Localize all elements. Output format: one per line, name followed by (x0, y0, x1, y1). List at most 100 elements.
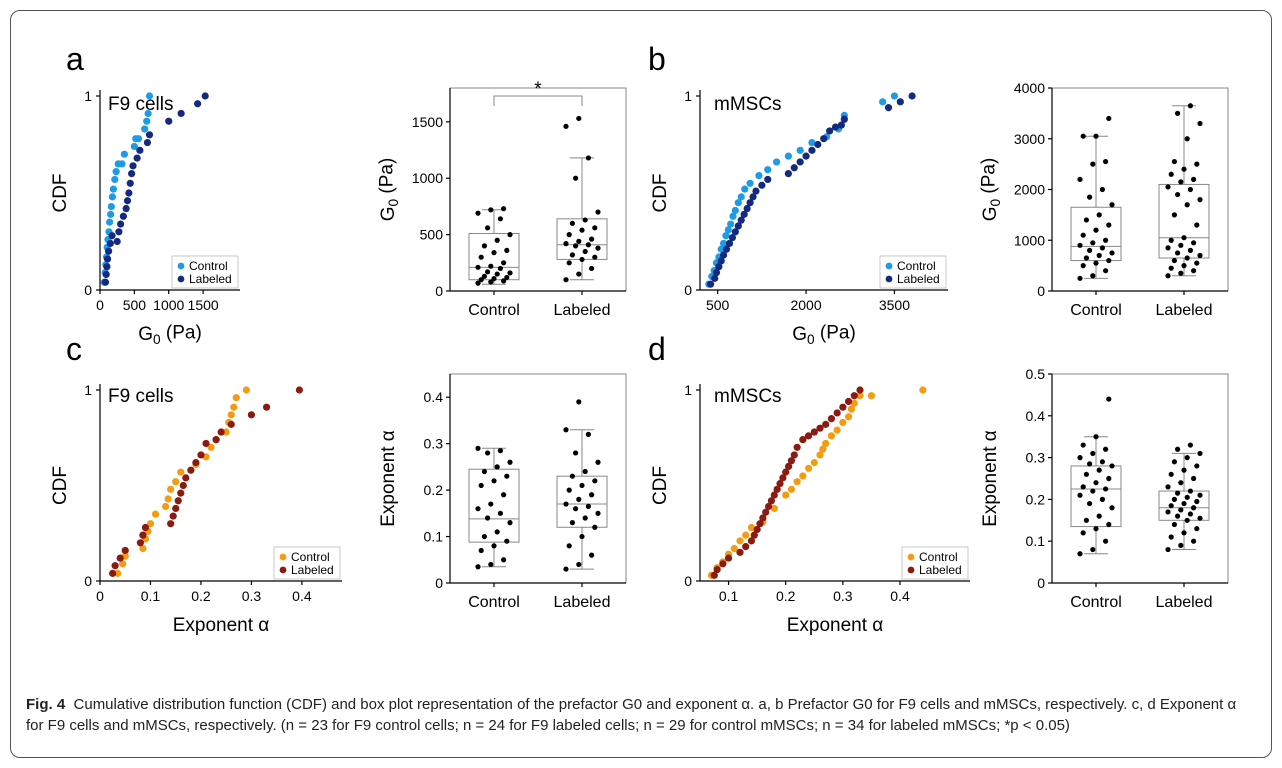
data-point-labeled (827, 415, 836, 423)
y-tick-label: 0 (684, 573, 692, 589)
box-data-point (1191, 475, 1197, 482)
data-point-control (755, 171, 763, 180)
data-point-control (109, 185, 118, 193)
data-point-labeled (810, 428, 818, 436)
box-data-point (576, 238, 582, 244)
box-data-point (1184, 255, 1190, 261)
box-data-point (576, 399, 582, 405)
data-point-control (162, 502, 170, 511)
data-point-control (804, 464, 813, 472)
y-tick-label: 0 (84, 282, 92, 298)
box-data-point (1090, 273, 1096, 279)
box-iqr (556, 218, 608, 260)
data-point-control (793, 478, 801, 486)
box-data-point (1168, 503, 1174, 509)
box-data-point (497, 510, 503, 516)
data-point-labeled (758, 181, 766, 189)
chart-title: mMSCs (714, 94, 782, 115)
x-tick-label: 0.1 (719, 588, 739, 604)
box-data-point (1087, 247, 1093, 253)
box-data-point (566, 260, 572, 266)
box-data-point (1090, 161, 1096, 167)
y-tick-label: 500 (420, 227, 444, 243)
data-point-labeled (116, 554, 124, 562)
box-data-point (595, 209, 601, 215)
legend-marker (279, 566, 287, 574)
box-data-point (504, 473, 510, 479)
legend-entry: Labeled (919, 563, 962, 577)
data-point-labeled (762, 508, 770, 516)
data-point-labeled (136, 539, 144, 547)
box-data-point (1165, 484, 1171, 490)
data-point-labeled (179, 481, 187, 490)
x-tick-label: 0.4 (890, 588, 910, 604)
data-point-labeled (713, 565, 721, 574)
data-point-control (145, 92, 154, 100)
data-point-labeled (839, 403, 847, 411)
data-point-labeled (719, 560, 727, 568)
box-data-point (579, 256, 585, 263)
box-data-point (1171, 521, 1177, 528)
data-point-control (722, 232, 730, 240)
data-point-labeled (172, 504, 180, 513)
data-point-control (724, 226, 732, 234)
data-point-control (717, 245, 725, 253)
y-tick-label: 0 (84, 573, 92, 589)
data-point-control (833, 426, 841, 434)
data-point-labeled (217, 428, 225, 436)
y-tick-label: 1500 (412, 114, 443, 130)
data-point-labeled (820, 135, 828, 143)
y-axis-label: CDF (50, 466, 71, 505)
data-point-control (167, 485, 175, 493)
y-tick-label: 0 (1037, 575, 1045, 591)
box-data-point (507, 232, 513, 238)
data-point-control (810, 458, 818, 467)
box-data-point (494, 237, 500, 243)
data-point-labeled (814, 140, 822, 149)
y-tick-label: 0.4 (424, 389, 444, 405)
box-data-point (1168, 534, 1174, 540)
data-point-labeled (770, 491, 778, 499)
data-point-labeled (125, 189, 133, 197)
category-label: Control (1070, 594, 1122, 611)
box-data-point (1168, 265, 1174, 271)
x-tick-label: 3500 (879, 297, 910, 313)
box-data-point (1175, 513, 1181, 519)
box-data-point (494, 529, 500, 535)
box-data-point (501, 557, 507, 563)
box-data-point (1090, 450, 1096, 457)
data-point-labeled (109, 569, 117, 577)
data-point-labeled (182, 474, 190, 482)
data-point-control (847, 405, 856, 413)
box-data-point (1103, 538, 1109, 544)
plot-frame (449, 87, 627, 292)
box-data-point (485, 225, 491, 231)
box-data-point (1175, 110, 1181, 116)
data-point-labeled (143, 138, 152, 147)
box-data-point (566, 487, 572, 493)
data-point-labeled (128, 170, 136, 178)
legend-marker (177, 262, 185, 270)
box-data-point (475, 264, 481, 270)
data-point-labeled (808, 146, 816, 154)
box-data-point (1109, 202, 1115, 208)
box-data-point (563, 123, 569, 129)
box-data-point (491, 250, 497, 256)
box-data-point (1184, 517, 1190, 523)
box-data-point (1168, 237, 1174, 243)
chart-a-box: 0 500 1000 1500 Control Labeled G0 (Pa) * (376, 79, 627, 319)
data-point-labeled (896, 98, 904, 106)
data-point-labeled (719, 251, 728, 259)
data-point-control (143, 117, 151, 125)
box-data-point (582, 248, 588, 255)
data-point-control (134, 135, 143, 143)
x-tick-label: 1000 (153, 297, 184, 313)
data-point-labeled (831, 123, 840, 131)
data-point-control (130, 142, 138, 151)
x-tick-label: 0.2 (776, 588, 796, 604)
data-point-control (108, 193, 116, 201)
box-data-point (1178, 542, 1184, 548)
data-point-labeled (804, 432, 813, 440)
data-point-labeled (212, 436, 220, 444)
box-iqr (1158, 183, 1210, 259)
